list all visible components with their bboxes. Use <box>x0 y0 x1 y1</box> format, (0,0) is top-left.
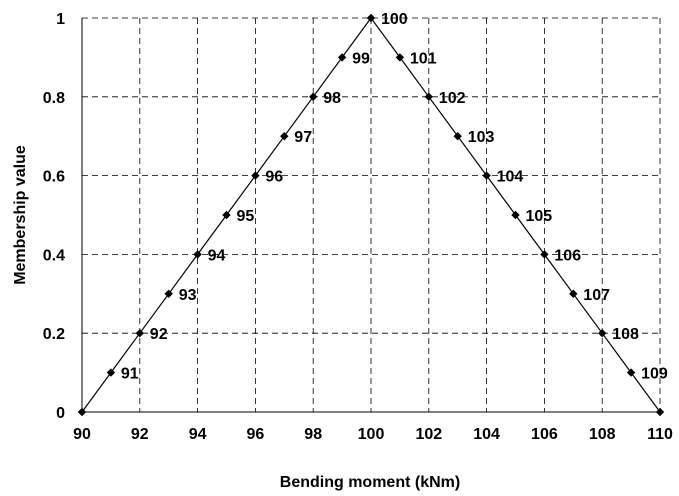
x-tick-label: 104 <box>473 426 500 443</box>
y-tick-label: 1 <box>56 11 65 28</box>
y-axis-title: Membership value <box>12 145 29 285</box>
y-tick-label: 0 <box>56 405 65 422</box>
data-point <box>540 250 549 259</box>
data-point <box>106 368 116 377</box>
data-point <box>309 92 318 101</box>
x-tick-label: 110 <box>647 426 673 443</box>
data-label: 97 <box>294 129 312 146</box>
data-point <box>366 13 376 23</box>
data-label: 91 <box>121 366 139 383</box>
y-tick-label: 0.6 <box>43 169 65 186</box>
x-tick-label: 96 <box>247 426 265 443</box>
data-label: 107 <box>583 287 610 304</box>
data-label: 109 <box>641 366 668 383</box>
data-label: 101 <box>410 50 437 67</box>
data-point <box>193 250 202 259</box>
data-point <box>337 53 347 62</box>
data-point <box>135 329 144 338</box>
point-labels: 91 92 93 94 95 96 97 98 99 100 101 102 103 104 105 106 1… <box>121 11 668 383</box>
x-tick-label: 90 <box>73 426 91 443</box>
data-label: 104 <box>497 169 524 186</box>
data-point <box>655 407 665 417</box>
tick-labels: 90 92 94 96 98 100 102 104 106 108 11000.20.40.60.… <box>43 11 673 443</box>
data-point <box>77 407 87 417</box>
data-point <box>280 132 289 141</box>
x-tick-label: 106 <box>531 426 558 443</box>
series <box>77 13 665 417</box>
data-point <box>511 210 520 220</box>
x-tick-label: 102 <box>415 426 442 443</box>
data-label: 98 <box>323 90 341 107</box>
data-point <box>482 171 491 180</box>
y-tick-label: 0.2 <box>43 326 65 343</box>
x-tick-label: 94 <box>189 426 207 443</box>
data-label: 100 <box>381 11 408 28</box>
data-point <box>222 210 231 220</box>
data-point <box>453 132 462 141</box>
data-label: 108 <box>612 326 639 343</box>
data-point <box>424 92 433 101</box>
data-label: 105 <box>526 208 553 225</box>
data-point <box>569 289 578 298</box>
data-label: 93 <box>179 287 197 304</box>
data-label: 95 <box>237 208 255 225</box>
data-label: 102 <box>439 90 466 107</box>
axes <box>81 18 660 413</box>
data-label: 103 <box>468 129 495 146</box>
x-tick-label: 100 <box>358 426 385 443</box>
data-point <box>395 53 405 62</box>
data-point <box>251 171 260 180</box>
y-tick-label: 0.8 <box>43 90 65 107</box>
data-point <box>164 289 173 298</box>
x-axis-title: Bending moment (kNm) <box>280 474 460 491</box>
data-point <box>598 329 607 338</box>
data-label: 99 <box>352 50 370 67</box>
grid <box>82 17 661 412</box>
data-label: 94 <box>208 247 226 264</box>
data-point <box>626 368 636 377</box>
data-label: 92 <box>150 326 168 343</box>
x-tick-label: 108 <box>589 426 616 443</box>
x-tick-label: 92 <box>131 426 149 443</box>
data-label: 106 <box>554 247 581 264</box>
y-tick-label: 0.4 <box>43 247 65 264</box>
x-tick-label: 98 <box>304 426 322 443</box>
data-label: 96 <box>265 169 283 186</box>
